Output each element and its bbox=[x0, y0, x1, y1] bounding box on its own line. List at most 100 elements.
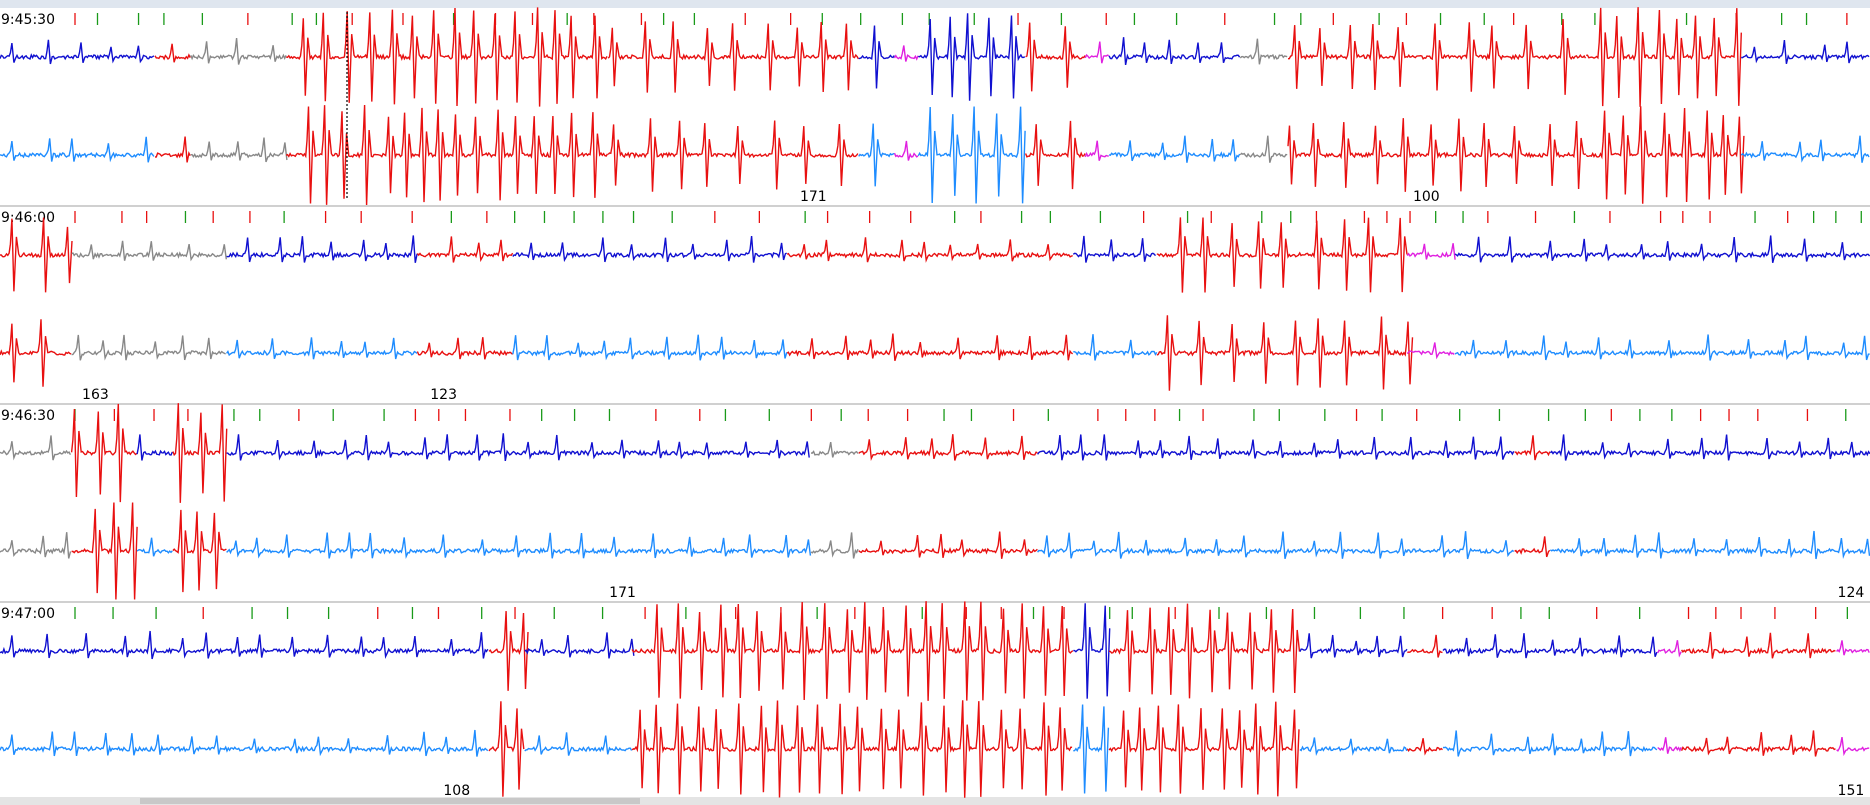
ecg-trace bbox=[1073, 603, 1111, 699]
ecg-trace bbox=[190, 137, 288, 163]
ecg-trace bbox=[786, 237, 1073, 263]
ecg-trace bbox=[524, 632, 635, 659]
ecg-trace bbox=[71, 334, 226, 361]
rate-label: 124 bbox=[1838, 585, 1865, 601]
ecg-trace bbox=[154, 136, 191, 163]
ecg-trace bbox=[512, 236, 787, 263]
rate-label: 108 bbox=[443, 783, 470, 799]
ecg-trace bbox=[1299, 633, 1408, 659]
bottom-scrollbar[interactable] bbox=[0, 797, 1870, 805]
ecg-trace bbox=[1108, 135, 1241, 163]
ecg-trace bbox=[136, 434, 173, 461]
top-bar bbox=[0, 0, 1870, 8]
ecg-trace bbox=[1156, 315, 1414, 391]
ecg-trace bbox=[1108, 701, 1300, 797]
strip-time: 9:47:00 bbox=[1, 606, 55, 622]
ecg-trace bbox=[1407, 634, 1443, 658]
ecg-trace bbox=[1740, 135, 1870, 163]
ecg-trace bbox=[631, 601, 1074, 701]
ecg-trace bbox=[1024, 120, 1086, 190]
ecg-trace bbox=[858, 434, 1038, 462]
ecg-trace bbox=[226, 433, 810, 462]
ecg-trace bbox=[1287, 118, 1587, 192]
rate-label: 171 bbox=[609, 585, 636, 601]
strip-time: 9:46:30 bbox=[1, 408, 55, 424]
ecg-trace bbox=[1514, 435, 1551, 461]
ecg-trace bbox=[0, 217, 73, 293]
ecg-trace bbox=[810, 532, 859, 559]
ecg-trace bbox=[226, 235, 418, 263]
ecg-trace bbox=[1454, 334, 1870, 361]
ecg-trace bbox=[1239, 38, 1288, 65]
ecg-trace bbox=[285, 7, 608, 107]
ecg-trace bbox=[1025, 22, 1086, 92]
rate-label: 100 bbox=[1413, 189, 1440, 205]
ecg-trace bbox=[1288, 19, 1587, 95]
ecg-trace bbox=[1681, 632, 1836, 659]
ecg-trace bbox=[1037, 434, 1515, 461]
rate-label: 151 bbox=[1838, 783, 1865, 799]
ecg-trace bbox=[893, 140, 919, 161]
ecg-trace bbox=[1657, 737, 1682, 754]
ecg-trace bbox=[810, 441, 859, 458]
ecg-trace bbox=[1037, 531, 1515, 560]
ecg-trace bbox=[0, 630, 489, 660]
ecg-trace bbox=[607, 21, 860, 93]
rate-label: 163 bbox=[82, 387, 109, 403]
ecg-trace bbox=[858, 531, 1038, 559]
ecg-trace bbox=[1442, 633, 1658, 659]
ecg-trace bbox=[1680, 730, 1836, 757]
ecg-trace bbox=[0, 319, 72, 387]
ecg-trace bbox=[858, 25, 895, 89]
ecg-trace bbox=[1239, 135, 1288, 163]
ecg-trace bbox=[0, 136, 155, 163]
ecg-trace bbox=[1514, 536, 1551, 558]
ecg-trace bbox=[1836, 640, 1870, 656]
ecg-trace bbox=[1406, 243, 1456, 260]
ecg-trace bbox=[172, 403, 228, 503]
ecg-trace bbox=[0, 532, 72, 559]
ecg-trace bbox=[1442, 730, 1658, 757]
ecg-trace bbox=[1549, 434, 1870, 461]
ecg-trace bbox=[858, 123, 895, 187]
ecg-trace bbox=[172, 509, 227, 593]
ecg-trace bbox=[1156, 217, 1408, 293]
ecg-trace bbox=[1406, 738, 1443, 756]
ecg-trace bbox=[0, 435, 72, 461]
ecg-trace bbox=[416, 337, 514, 360]
ecg-trace bbox=[71, 502, 138, 600]
ecg-trace bbox=[1108, 603, 1301, 699]
ecg-trace bbox=[631, 700, 1073, 798]
ecg-trace bbox=[226, 337, 418, 360]
ecg-trace bbox=[154, 43, 191, 63]
ecg-trace bbox=[893, 45, 919, 62]
ecg-trace bbox=[1299, 737, 1408, 757]
ecg-trace bbox=[285, 104, 609, 206]
ecg-trace bbox=[136, 537, 173, 557]
ecg-trace bbox=[1585, 106, 1745, 204]
ecg-trace bbox=[226, 532, 812, 560]
strip-time: 9:46:00 bbox=[1, 210, 55, 226]
scroll-thumb[interactable] bbox=[140, 798, 640, 804]
ecg-trace bbox=[1836, 736, 1870, 757]
ecg-trace bbox=[1406, 342, 1455, 360]
ecg-trace bbox=[1549, 530, 1870, 560]
ecg-trace bbox=[1657, 640, 1682, 658]
ecg-trace bbox=[70, 403, 138, 503]
ecg-trace bbox=[488, 701, 525, 797]
ecg-trace bbox=[1741, 40, 1870, 64]
ecg-trace bbox=[71, 240, 227, 262]
ecg-trace bbox=[512, 334, 788, 361]
ecg-trace bbox=[917, 106, 1026, 204]
ecg-trace bbox=[1073, 704, 1110, 794]
ecg-trace bbox=[1084, 41, 1110, 64]
strip-time: 9:45:30 bbox=[1, 12, 55, 28]
ecg-trace bbox=[524, 732, 633, 756]
ecg-trace bbox=[1072, 235, 1157, 263]
ecg-trace bbox=[1454, 235, 1870, 263]
ecg-trace bbox=[1084, 140, 1109, 161]
ecg-trace bbox=[1073, 334, 1158, 361]
ecg-trace bbox=[0, 729, 489, 757]
ecg-trace bbox=[190, 38, 287, 65]
